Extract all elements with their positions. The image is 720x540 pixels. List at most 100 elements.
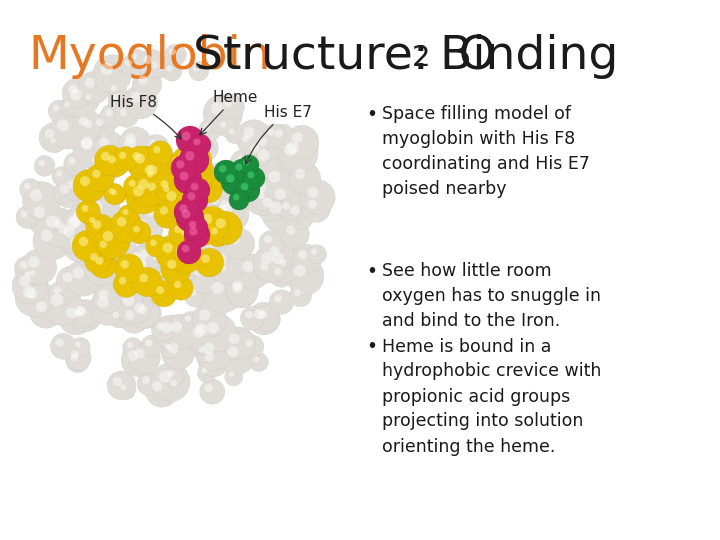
Circle shape [145, 235, 168, 257]
Circle shape [21, 268, 40, 286]
Circle shape [224, 228, 255, 259]
Circle shape [260, 262, 269, 271]
Circle shape [274, 295, 282, 302]
Circle shape [149, 140, 157, 147]
Circle shape [121, 55, 143, 77]
Circle shape [150, 62, 158, 69]
Circle shape [66, 260, 102, 296]
Circle shape [191, 183, 199, 191]
Circle shape [141, 177, 170, 205]
Circle shape [152, 253, 160, 261]
Circle shape [76, 200, 100, 224]
Circle shape [225, 368, 243, 386]
Circle shape [60, 210, 98, 248]
Circle shape [272, 252, 284, 264]
Circle shape [117, 217, 127, 226]
Circle shape [257, 192, 287, 221]
Circle shape [131, 172, 166, 207]
Circle shape [181, 229, 188, 237]
Circle shape [220, 339, 255, 374]
Circle shape [199, 379, 225, 404]
Circle shape [274, 268, 282, 275]
Circle shape [181, 312, 201, 331]
Circle shape [96, 118, 104, 126]
Circle shape [114, 237, 123, 245]
Circle shape [269, 246, 279, 256]
Circle shape [189, 288, 197, 296]
Circle shape [193, 65, 199, 71]
Circle shape [226, 274, 258, 306]
Circle shape [249, 353, 269, 372]
Circle shape [100, 104, 125, 128]
Circle shape [103, 231, 113, 241]
Circle shape [127, 350, 138, 361]
Circle shape [64, 102, 70, 107]
Circle shape [91, 177, 99, 186]
Circle shape [143, 206, 163, 227]
Circle shape [114, 254, 143, 283]
Circle shape [117, 381, 135, 400]
Circle shape [197, 364, 216, 382]
Circle shape [235, 254, 270, 289]
Circle shape [150, 281, 177, 307]
Circle shape [139, 258, 146, 265]
Circle shape [85, 213, 105, 233]
Circle shape [269, 263, 294, 287]
Circle shape [176, 181, 209, 215]
Circle shape [199, 314, 237, 352]
Circle shape [147, 173, 181, 207]
Circle shape [216, 261, 236, 281]
Circle shape [155, 174, 181, 201]
Circle shape [194, 138, 200, 145]
Circle shape [174, 171, 209, 206]
Circle shape [156, 197, 166, 207]
Circle shape [96, 224, 130, 259]
Circle shape [211, 184, 235, 208]
Circle shape [129, 212, 163, 246]
Circle shape [200, 236, 208, 244]
Circle shape [155, 275, 175, 295]
Circle shape [278, 197, 301, 221]
Text: Structure:  O: Structure: O [178, 34, 496, 79]
Circle shape [19, 179, 41, 200]
Circle shape [179, 229, 209, 259]
Circle shape [186, 197, 204, 215]
Circle shape [165, 44, 186, 65]
Circle shape [302, 194, 330, 222]
Circle shape [246, 340, 253, 347]
Circle shape [165, 343, 171, 349]
Circle shape [120, 260, 129, 268]
Circle shape [105, 109, 113, 117]
Circle shape [145, 339, 153, 347]
Circle shape [203, 94, 243, 133]
Circle shape [139, 274, 148, 282]
Circle shape [168, 239, 203, 273]
Circle shape [86, 164, 114, 192]
Circle shape [78, 114, 104, 141]
Circle shape [163, 366, 184, 387]
Circle shape [109, 231, 136, 258]
Circle shape [156, 235, 190, 270]
Circle shape [83, 193, 120, 231]
Circle shape [307, 245, 326, 264]
Circle shape [144, 134, 169, 160]
Circle shape [59, 300, 94, 335]
Circle shape [115, 104, 138, 127]
Circle shape [226, 170, 234, 178]
Circle shape [245, 139, 273, 166]
Circle shape [23, 286, 35, 298]
Circle shape [126, 133, 136, 144]
Circle shape [154, 315, 189, 350]
Circle shape [263, 124, 286, 147]
Circle shape [78, 71, 110, 104]
Circle shape [94, 235, 120, 260]
Circle shape [125, 310, 135, 320]
Circle shape [138, 50, 166, 78]
Circle shape [69, 300, 102, 332]
Text: •: • [366, 262, 377, 281]
Circle shape [184, 154, 191, 161]
Circle shape [87, 152, 110, 175]
Circle shape [91, 200, 102, 212]
Circle shape [68, 84, 78, 94]
Circle shape [279, 259, 287, 266]
